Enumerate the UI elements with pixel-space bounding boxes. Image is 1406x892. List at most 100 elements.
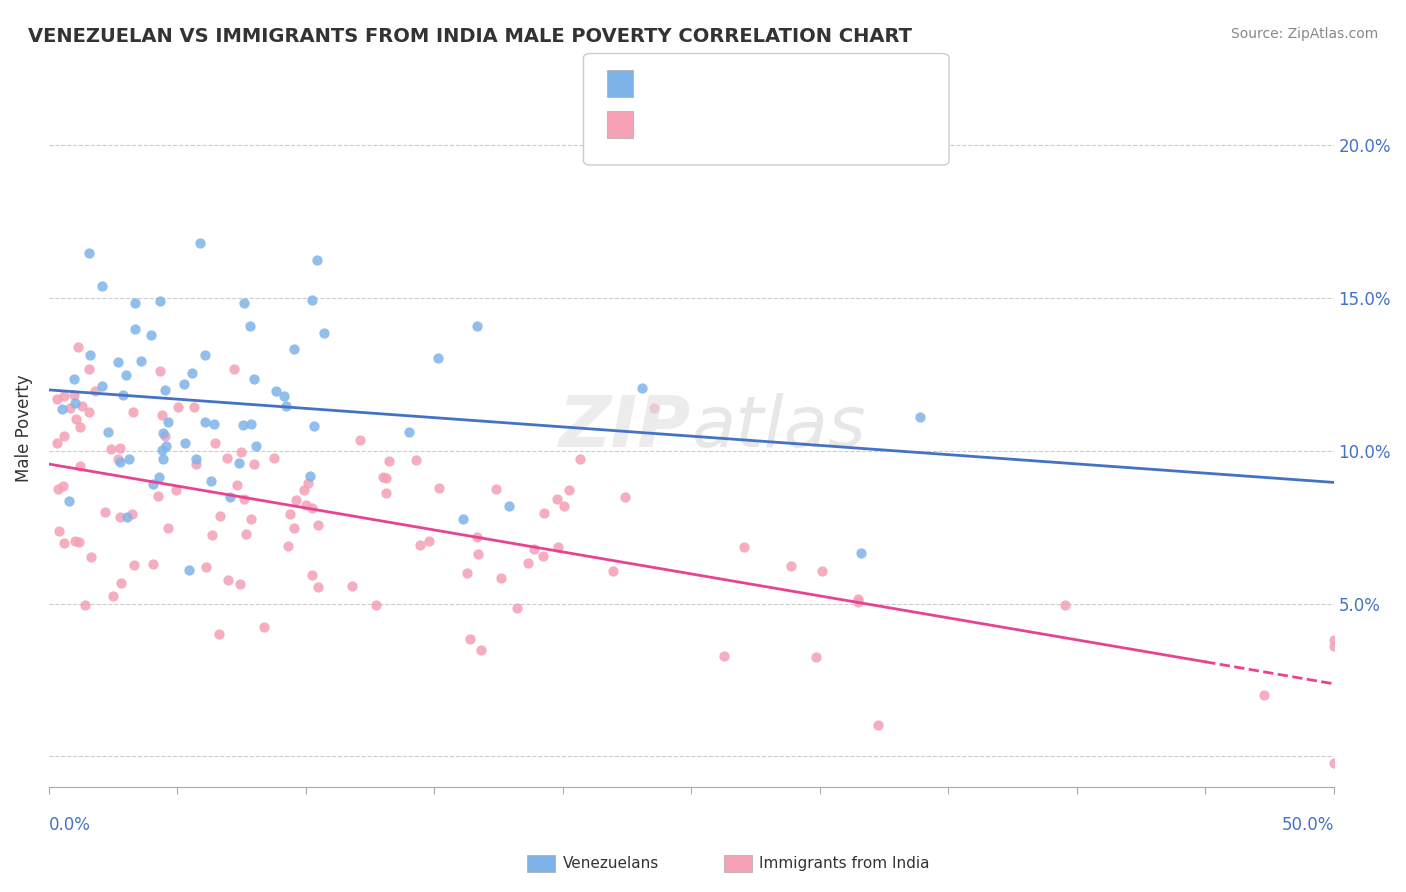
Point <box>558 483 581 498</box>
Point <box>1253 688 1275 702</box>
Point <box>84 384 107 399</box>
Point <box>124 321 146 335</box>
Text: 0.0%: 0.0% <box>49 815 91 834</box>
Point <box>569 452 592 467</box>
Point <box>301 501 323 516</box>
Point <box>149 293 172 308</box>
Point <box>65 396 87 410</box>
Point <box>188 236 211 251</box>
Point <box>217 574 239 588</box>
Point <box>848 592 870 607</box>
Point <box>52 429 75 443</box>
Point <box>278 507 301 521</box>
Point <box>643 401 665 416</box>
Point <box>713 648 735 663</box>
Text: Source: ZipAtlas.com: Source: ZipAtlas.com <box>1230 27 1378 41</box>
Point <box>184 452 207 467</box>
Point <box>90 379 112 393</box>
Point <box>283 342 305 356</box>
Point <box>307 580 329 594</box>
Point <box>91 278 114 293</box>
Point <box>122 405 145 419</box>
Point <box>233 296 256 310</box>
Point <box>219 491 242 505</box>
Point <box>546 491 568 506</box>
Point <box>59 401 82 415</box>
Point <box>239 319 262 334</box>
Point <box>122 558 145 573</box>
Point <box>141 328 163 343</box>
Point <box>235 527 257 541</box>
Point <box>276 399 298 413</box>
Point <box>118 452 141 467</box>
Point <box>100 442 122 456</box>
Point <box>451 512 474 526</box>
Point <box>124 296 146 310</box>
Text: atlas: atlas <box>692 393 866 462</box>
Point <box>533 506 555 520</box>
Point <box>375 470 398 484</box>
Point <box>173 436 195 450</box>
Point <box>375 485 398 500</box>
Point <box>733 541 755 555</box>
Point <box>229 445 252 459</box>
Point <box>810 564 832 578</box>
Point <box>409 537 432 551</box>
Point <box>307 517 329 532</box>
Text: Immigrants from India: Immigrants from India <box>759 856 929 871</box>
Text: R = -0.421   N =  63: R = -0.421 N = 63 <box>644 78 813 95</box>
Point <box>243 372 266 386</box>
Point <box>427 351 450 366</box>
Text: Venezuelans: Venezuelans <box>562 856 658 871</box>
Point <box>418 533 440 548</box>
Point <box>110 575 132 590</box>
Point <box>52 479 75 493</box>
Point <box>299 469 322 483</box>
Point <box>1323 639 1346 653</box>
Point <box>297 475 319 490</box>
Point <box>72 399 94 413</box>
Point <box>204 436 226 450</box>
Point <box>465 319 488 334</box>
Point <box>107 451 129 466</box>
Point <box>484 482 506 496</box>
Point <box>45 436 67 450</box>
Point <box>94 505 117 519</box>
Point <box>202 417 225 432</box>
Point <box>79 347 101 361</box>
Point <box>177 563 200 577</box>
Point <box>155 439 177 453</box>
Point <box>146 489 169 503</box>
Point <box>232 417 254 432</box>
Point <box>58 494 80 508</box>
Point <box>65 412 87 426</box>
Point <box>613 490 636 504</box>
Point <box>516 557 538 571</box>
Point <box>547 541 569 555</box>
Point <box>631 381 654 395</box>
Point <box>553 499 575 513</box>
Point <box>277 539 299 553</box>
Point <box>228 456 250 470</box>
Point <box>470 643 492 657</box>
Point <box>522 541 544 556</box>
Point <box>148 470 170 484</box>
Point <box>229 576 252 591</box>
Point <box>63 372 86 386</box>
Point <box>467 547 489 561</box>
Point <box>239 417 262 431</box>
Point <box>181 366 204 380</box>
Point <box>245 439 267 453</box>
Point <box>780 559 803 574</box>
Point <box>301 293 323 307</box>
Point <box>153 383 176 397</box>
Point <box>112 388 135 402</box>
Point <box>263 451 285 466</box>
Point <box>195 560 218 574</box>
Point <box>378 453 401 467</box>
Point <box>266 384 288 398</box>
Point <box>183 401 205 415</box>
Point <box>77 246 100 260</box>
Point <box>253 619 276 633</box>
Point <box>165 483 187 498</box>
